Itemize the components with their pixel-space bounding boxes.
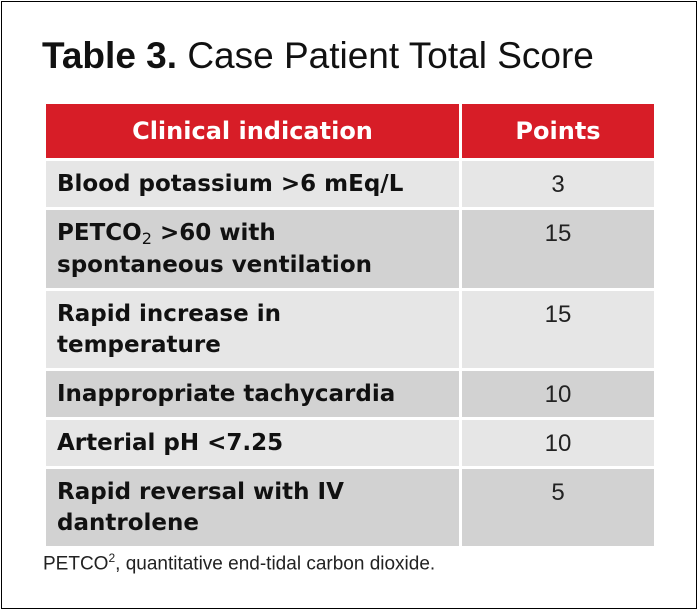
table-row: Rapid reversal with IV dantrolene 5 [43, 466, 657, 549]
indication-cell: Inappropriate tachycardia [43, 368, 462, 420]
points-cell: 10 [459, 417, 657, 469]
table-number-label: Table 3. [42, 35, 178, 76]
footnote-term: PETCO [43, 553, 109, 575]
indication-cell: Blood potassium >6 mEq/L [43, 158, 462, 210]
points-cell: 15 [459, 288, 657, 371]
points-cell: 10 [459, 368, 657, 420]
footnote-text: , quantitative end-tidal carbon dioxide. [115, 553, 436, 575]
indication-prefix: PETCO [57, 220, 142, 246]
table-row: Rapid increase in temperature 15 [43, 288, 657, 371]
subscript: 2 [141, 228, 152, 248]
table-row: Arterial pH <7.25 10 [43, 417, 657, 469]
indication-cell: PETCO2 >60 with spontaneous ventilation [43, 207, 462, 291]
points-cell: 3 [459, 158, 657, 210]
points-cell: 5 [459, 466, 657, 549]
points-cell: 15 [459, 207, 657, 291]
table-title: Table 3. Case Patient Total Score [42, 32, 594, 80]
table-title-text: Case Patient Total Score [187, 35, 594, 76]
footnote-superscript: 2 [108, 551, 116, 565]
table-row: Inappropriate tachycardia 10 [43, 368, 657, 420]
indication-cell: Rapid reversal with IV dantrolene [43, 466, 462, 549]
table-footnote: PETCO2, quantitative end-tidal carbon di… [43, 551, 435, 575]
score-table: Clinical indication Points Blood potassi… [43, 101, 657, 549]
table-row: Blood potassium >6 mEq/L 3 [43, 158, 657, 210]
indication-suffix: >60 with spontaneous ventilation [57, 220, 372, 278]
table-header-row: Clinical indication Points [43, 101, 657, 161]
header-clinical-indication: Clinical indication [43, 101, 462, 161]
header-points: Points [459, 101, 657, 161]
indication-cell: Rapid increase in temperature [43, 288, 462, 371]
indication-cell: Arterial pH <7.25 [43, 417, 462, 469]
table-row: PETCO2 >60 with spontaneous ventilation … [43, 207, 657, 291]
